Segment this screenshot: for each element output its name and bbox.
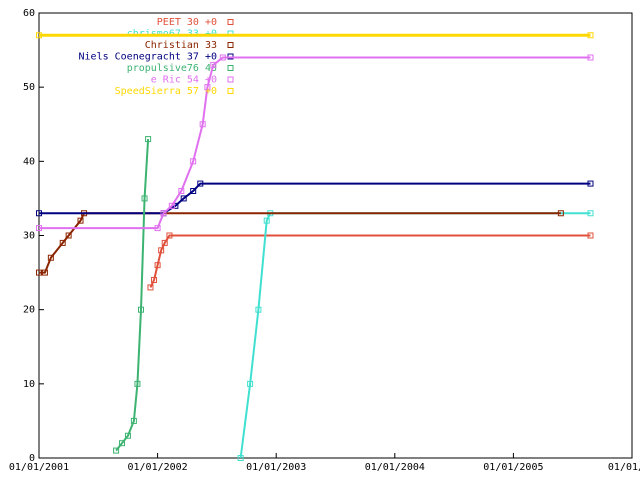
point <box>47 254 54 261</box>
legend-marker <box>227 76 234 83</box>
legend-label: SpeedSierra 57 +0 <box>115 86 217 97</box>
x-tick-label: 01/01/2005 <box>483 462 543 473</box>
point <box>119 440 126 447</box>
series-line <box>39 212 561 274</box>
point <box>65 232 72 239</box>
point <box>36 269 42 276</box>
point <box>557 210 564 217</box>
y-tick-label: 40 <box>23 156 35 167</box>
point <box>210 61 217 68</box>
point <box>124 432 131 439</box>
y-tick-label: 30 <box>23 231 35 242</box>
legend-label: Christian 33 <box>145 40 217 51</box>
series-line <box>39 182 591 215</box>
point <box>41 269 48 276</box>
legend-label: PEET 30 +0 <box>157 17 217 28</box>
point <box>137 306 144 313</box>
y-tick-label: 60 <box>23 8 35 19</box>
point <box>587 232 594 239</box>
x-tick-label: 01/01/2002 <box>127 462 187 473</box>
legend-marker <box>227 88 234 94</box>
point <box>130 417 137 424</box>
point <box>59 239 66 246</box>
series-line <box>149 234 591 288</box>
point <box>154 225 161 232</box>
point <box>180 195 187 202</box>
point <box>166 232 173 239</box>
x-tick-label: 01/01/2004 <box>365 462 425 473</box>
point <box>168 202 175 209</box>
point <box>36 225 42 232</box>
point <box>263 217 270 224</box>
point <box>587 180 594 187</box>
point <box>36 210 42 217</box>
point <box>151 277 158 283</box>
point <box>190 158 197 165</box>
legend-marker <box>227 65 234 71</box>
x-tick-label: 01/01/2001 <box>9 462 69 473</box>
point <box>141 195 148 202</box>
point <box>199 121 206 128</box>
x-tick-label: 01/01/2003 <box>246 462 306 473</box>
y-tick-label: 10 <box>23 379 35 390</box>
point <box>587 210 594 217</box>
point <box>255 306 262 313</box>
point <box>154 262 161 269</box>
legend-label: Niels Coenegracht 37 +0 <box>79 52 217 63</box>
point <box>237 455 244 461</box>
y-tick-label: 0 <box>29 453 35 464</box>
point <box>247 380 254 387</box>
point <box>190 188 197 194</box>
point <box>134 380 141 387</box>
point <box>160 210 167 217</box>
point <box>204 84 211 91</box>
point <box>587 32 594 39</box>
point <box>147 284 154 291</box>
point <box>161 239 168 246</box>
y-tick-label: 20 <box>23 305 35 316</box>
x-tick-label: 01/01/20 <box>608 462 640 473</box>
series-line <box>39 56 591 230</box>
legend-label: propulsive76 43 <box>127 63 217 74</box>
legend-marker <box>227 19 234 25</box>
series-line <box>239 212 591 459</box>
point <box>219 54 226 61</box>
point <box>113 447 120 454</box>
point <box>178 188 185 194</box>
legend-label: e Ric 54 +0 <box>151 75 217 86</box>
point <box>197 180 204 187</box>
point <box>36 32 42 39</box>
y-tick-label: 50 <box>23 82 35 93</box>
point <box>77 217 84 224</box>
series-line <box>115 139 150 452</box>
point <box>158 247 165 254</box>
legend-marker <box>227 42 234 48</box>
point <box>587 54 594 61</box>
point <box>145 136 152 143</box>
